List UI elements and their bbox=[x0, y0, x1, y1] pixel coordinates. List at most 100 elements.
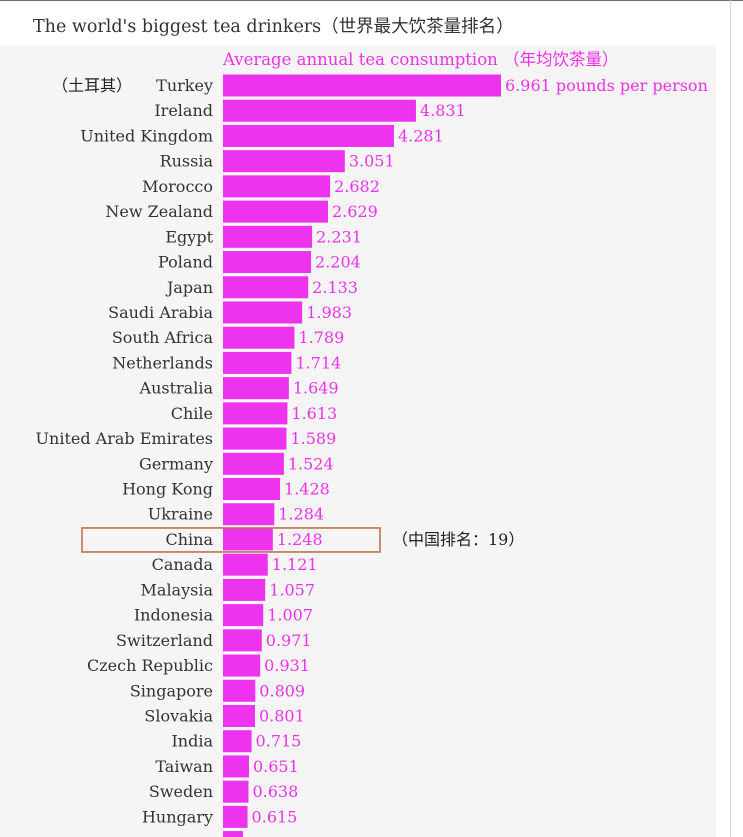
bar-partial bbox=[223, 831, 243, 837]
value-label: 1.057 bbox=[269, 580, 315, 599]
bar bbox=[223, 654, 261, 677]
category-label: Czech Republic bbox=[87, 656, 213, 675]
category-label: Canada bbox=[152, 555, 214, 574]
bar bbox=[223, 805, 248, 828]
category-label: Taiwan bbox=[155, 757, 213, 776]
category-label: Slovakia bbox=[144, 707, 213, 726]
bar bbox=[223, 276, 309, 299]
bar bbox=[223, 74, 501, 97]
value-label: 2.231 bbox=[316, 227, 362, 246]
category-label: Chile bbox=[171, 404, 213, 423]
value-label: 1.428 bbox=[284, 480, 330, 499]
category-label: Turkey bbox=[156, 76, 213, 95]
category-label: Egypt bbox=[165, 227, 213, 246]
bar bbox=[223, 578, 266, 601]
category-label: Sweden bbox=[149, 782, 213, 801]
bar bbox=[223, 200, 328, 223]
value-label: 2.204 bbox=[315, 253, 361, 272]
value-label: 1.714 bbox=[295, 353, 341, 372]
category-label: Hungary bbox=[142, 807, 213, 826]
category-label: India bbox=[171, 732, 213, 751]
value-label: 2.629 bbox=[332, 202, 378, 221]
bar bbox=[223, 553, 268, 576]
category-label: Russia bbox=[160, 152, 214, 171]
right-divider bbox=[730, 0, 731, 837]
value-label: 0.715 bbox=[256, 732, 302, 751]
category-label: Saudi Arabia bbox=[108, 303, 213, 322]
value-label: 0.931 bbox=[264, 656, 310, 675]
value-label: 1.649 bbox=[293, 379, 339, 398]
category-label: Poland bbox=[158, 253, 213, 272]
bar bbox=[223, 150, 345, 173]
category-label: Malaysia bbox=[141, 580, 214, 599]
chart-subtitle: Average annual tea consumption （年均饮茶量） bbox=[223, 50, 619, 69]
bar bbox=[223, 604, 264, 627]
value-label: 0.971 bbox=[266, 631, 312, 650]
value-label: 4.281 bbox=[398, 126, 444, 145]
highlight-box bbox=[81, 527, 381, 553]
value-label: 3.051 bbox=[349, 152, 395, 171]
bar bbox=[223, 351, 292, 374]
category-label: Hong Kong bbox=[122, 480, 213, 499]
category-label: Japan bbox=[165, 278, 213, 297]
bar bbox=[223, 124, 394, 147]
bar bbox=[223, 301, 303, 324]
value-label: 1.121 bbox=[272, 555, 318, 574]
bar bbox=[223, 99, 416, 122]
top-divider bbox=[0, 0, 743, 1]
bar bbox=[223, 730, 252, 753]
value-label: 6.961 pounds per person bbox=[505, 76, 708, 95]
bar bbox=[223, 528, 273, 551]
bar bbox=[223, 427, 287, 450]
bar bbox=[223, 225, 313, 248]
value-label: 1.248 bbox=[277, 530, 323, 549]
bar bbox=[223, 503, 275, 526]
category-label: United Arab Emirates bbox=[36, 429, 213, 448]
category-label: Singapore bbox=[130, 681, 213, 700]
value-label: 0.638 bbox=[252, 782, 298, 801]
bar bbox=[223, 402, 288, 425]
bar bbox=[223, 705, 255, 727]
value-label: 1.789 bbox=[298, 328, 344, 347]
value-label: 0.651 bbox=[253, 757, 299, 776]
bar bbox=[223, 377, 289, 400]
category-label: Germany bbox=[139, 454, 213, 473]
bar bbox=[223, 251, 312, 274]
value-label: 4.831 bbox=[420, 101, 466, 120]
category-label: United Kingdom bbox=[80, 126, 213, 145]
category-label: China bbox=[165, 530, 213, 549]
chart-title: The world's biggest tea drinkers（世界最大饮茶量… bbox=[33, 17, 514, 37]
category-label: Ireland bbox=[154, 101, 213, 120]
category-label: Ukraine bbox=[148, 505, 213, 524]
value-label: 2.133 bbox=[312, 278, 358, 297]
category-label: South Africa bbox=[112, 328, 214, 347]
category-label: Morocco bbox=[142, 177, 213, 196]
value-label: 1.524 bbox=[288, 454, 334, 473]
category-label: Netherlands bbox=[112, 353, 213, 372]
bar bbox=[223, 326, 295, 349]
bar bbox=[223, 629, 262, 652]
value-label: 1.613 bbox=[291, 404, 337, 423]
value-label: 0.809 bbox=[259, 681, 305, 700]
chart-background bbox=[0, 45, 716, 837]
category-label: Indonesia bbox=[134, 606, 214, 625]
china-rank-annotation: （中国排名：19） bbox=[392, 530, 524, 549]
bar bbox=[223, 175, 331, 198]
bar bbox=[223, 755, 249, 778]
category-label: Australia bbox=[139, 379, 214, 398]
value-label: 2.682 bbox=[334, 177, 380, 196]
bar bbox=[223, 780, 249, 803]
category-label: New Zealand bbox=[105, 202, 213, 221]
value-label: 0.615 bbox=[252, 807, 298, 826]
category-label: Switzerland bbox=[116, 631, 213, 650]
value-label: 0.801 bbox=[259, 707, 305, 726]
value-label: 1.007 bbox=[267, 606, 313, 625]
value-label: 1.284 bbox=[278, 505, 324, 524]
bar bbox=[223, 478, 281, 501]
value-label: 1.589 bbox=[290, 429, 336, 448]
value-label: 1.983 bbox=[306, 303, 352, 322]
bar bbox=[223, 679, 256, 702]
bar bbox=[223, 452, 284, 475]
turkey-annotation: （土耳其） bbox=[52, 76, 132, 95]
